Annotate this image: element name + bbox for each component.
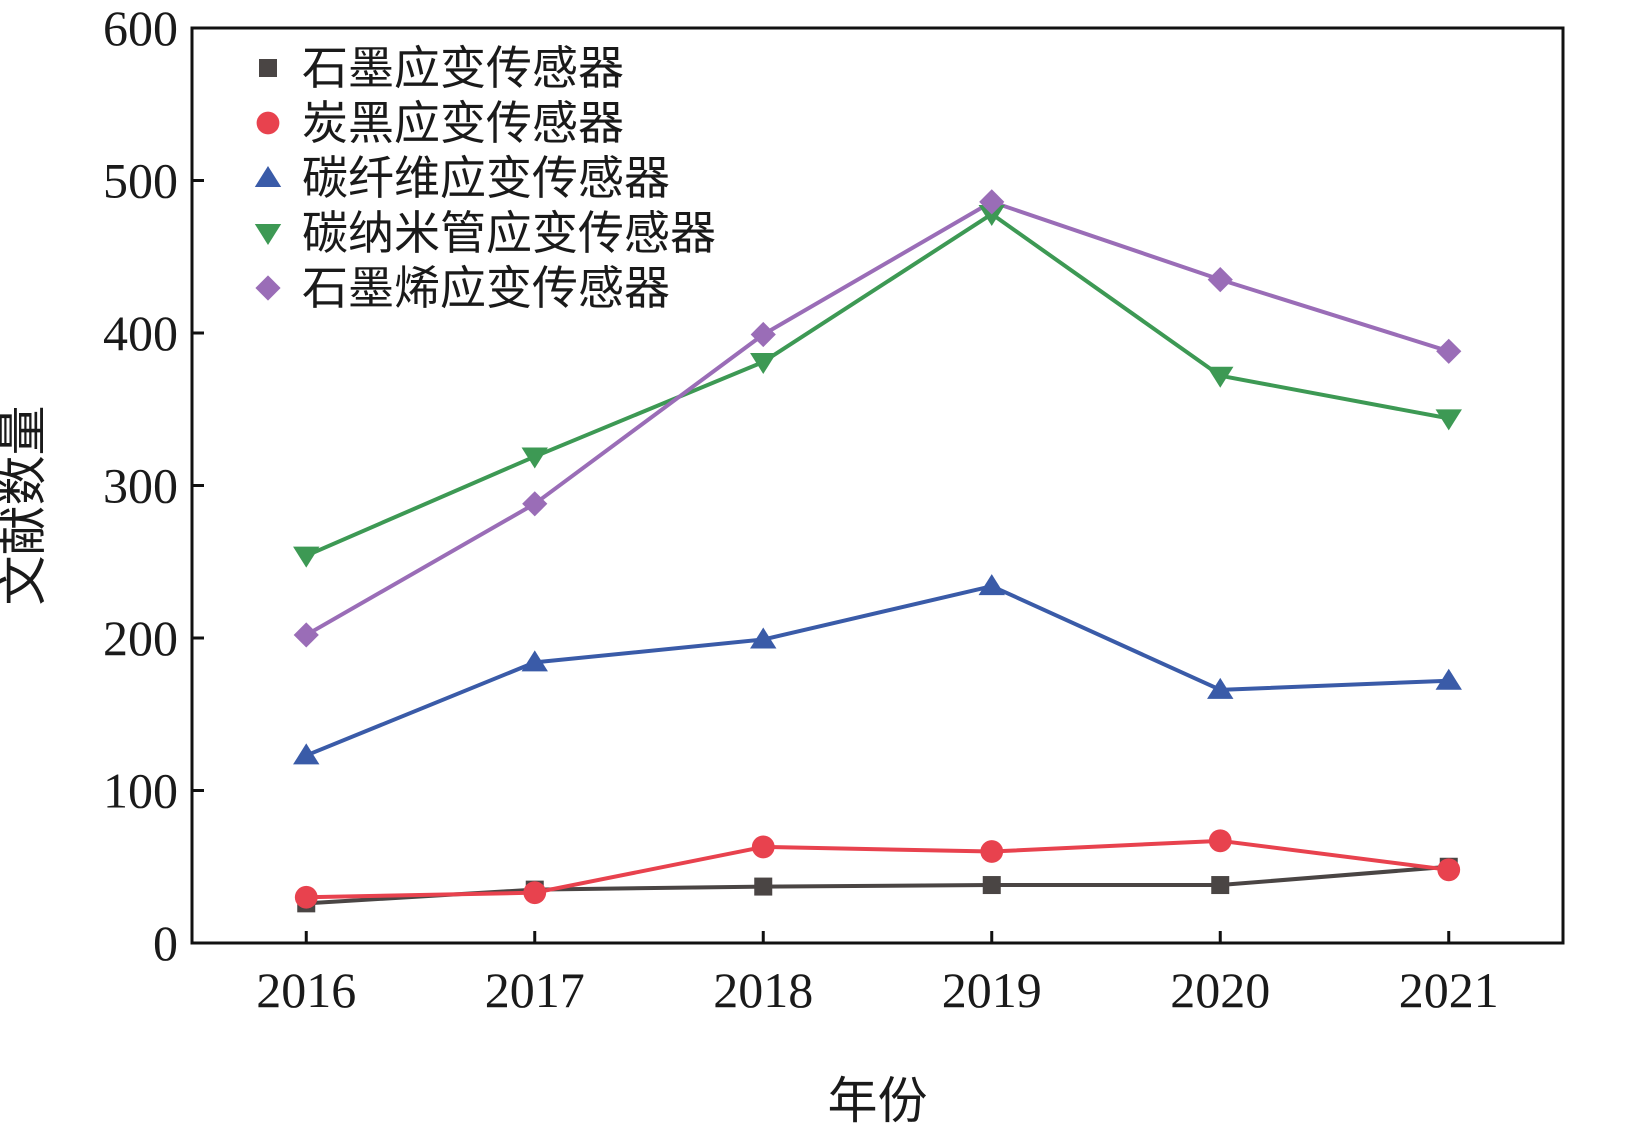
y-axis-title: 文献数量 [0,406,51,606]
point-s3-2021 [1435,409,1462,431]
series-line-0 [306,864,1449,906]
point-s4-2020 [1207,267,1233,293]
legend-label-4: 石墨烯应变传感器 [302,263,670,314]
point-s4-2021 [1436,338,1462,364]
x-tick-label-2016: 2016 [256,962,356,1018]
legend-marker-0 [259,59,277,77]
x-tick-label-2017: 2017 [485,962,585,1018]
y-tick-label-200: 200 [103,610,178,666]
x-tick-label-2019: 2019 [942,962,1042,1018]
series-line-3 [305,212,1450,558]
series-line-1 [306,838,1450,900]
legend-marker-3 [254,224,282,245]
point-s3-2017 [521,447,548,469]
x-axis-title: 年份 [828,1073,928,1129]
series-markers [293,189,1462,913]
y-tick-label-300: 300 [103,458,178,514]
series-line-4 [305,199,1450,637]
point-s1-2018 [751,835,775,859]
point-s1-2019 [980,840,1004,863]
x-tick-label-2021: 2021 [1399,962,1499,1018]
y-tick-label-500: 500 [103,153,178,209]
point-s4-2019 [979,189,1005,215]
y-tick-label-100: 100 [103,763,178,819]
legend-label-0: 石墨应变传感器 [302,43,624,94]
point-s1-2017 [523,881,547,905]
point-s3-2020 [1207,366,1234,388]
legend-label-1: 炭黑应变传感器 [302,98,624,149]
point-s0-2018 [754,877,773,896]
x-tick-label-2020: 2020 [1170,962,1270,1018]
legend-marker-4 [255,275,281,301]
point-s2-2019 [978,574,1005,596]
y-tick-label-0: 0 [153,915,178,971]
series-lines [305,199,1450,906]
point-s3-2016 [293,546,320,568]
point-s4-2017 [522,491,548,517]
point-s0-2020 [1211,876,1230,895]
point-s3-2018 [750,352,777,374]
point-s1-2021 [1437,858,1461,882]
point-s2-2021 [1435,668,1462,690]
point-s1-2016 [294,885,318,909]
series-line-2 [305,584,1449,758]
point-s2-2018 [750,627,777,649]
legend-label-3: 碳纳米管应变传感器 [302,208,716,259]
axes: 0 100 200 300 400 500 600 2016 2017 2018 2019 2020 2… [0,0,1565,1129]
y-tick-label-600: 600 [103,0,178,56]
point-s2-2017 [521,650,548,672]
point-s2-2016 [293,743,320,765]
y-tick-label-400: 400 [103,305,178,361]
point-s2-2020 [1207,677,1234,699]
legend-marker-2 [254,166,282,187]
point-s0-2019 [982,876,1001,895]
legend-label-2: 碳纤维应变传感器 [302,153,670,204]
point-s4-2016 [293,622,319,648]
legend-marker-1 [256,111,280,135]
point-s4-2018 [750,321,776,348]
point-s1-2020 [1208,829,1232,853]
point-s3-2019 [978,205,1005,227]
x-tick-label-2018: 2018 [713,962,813,1018]
